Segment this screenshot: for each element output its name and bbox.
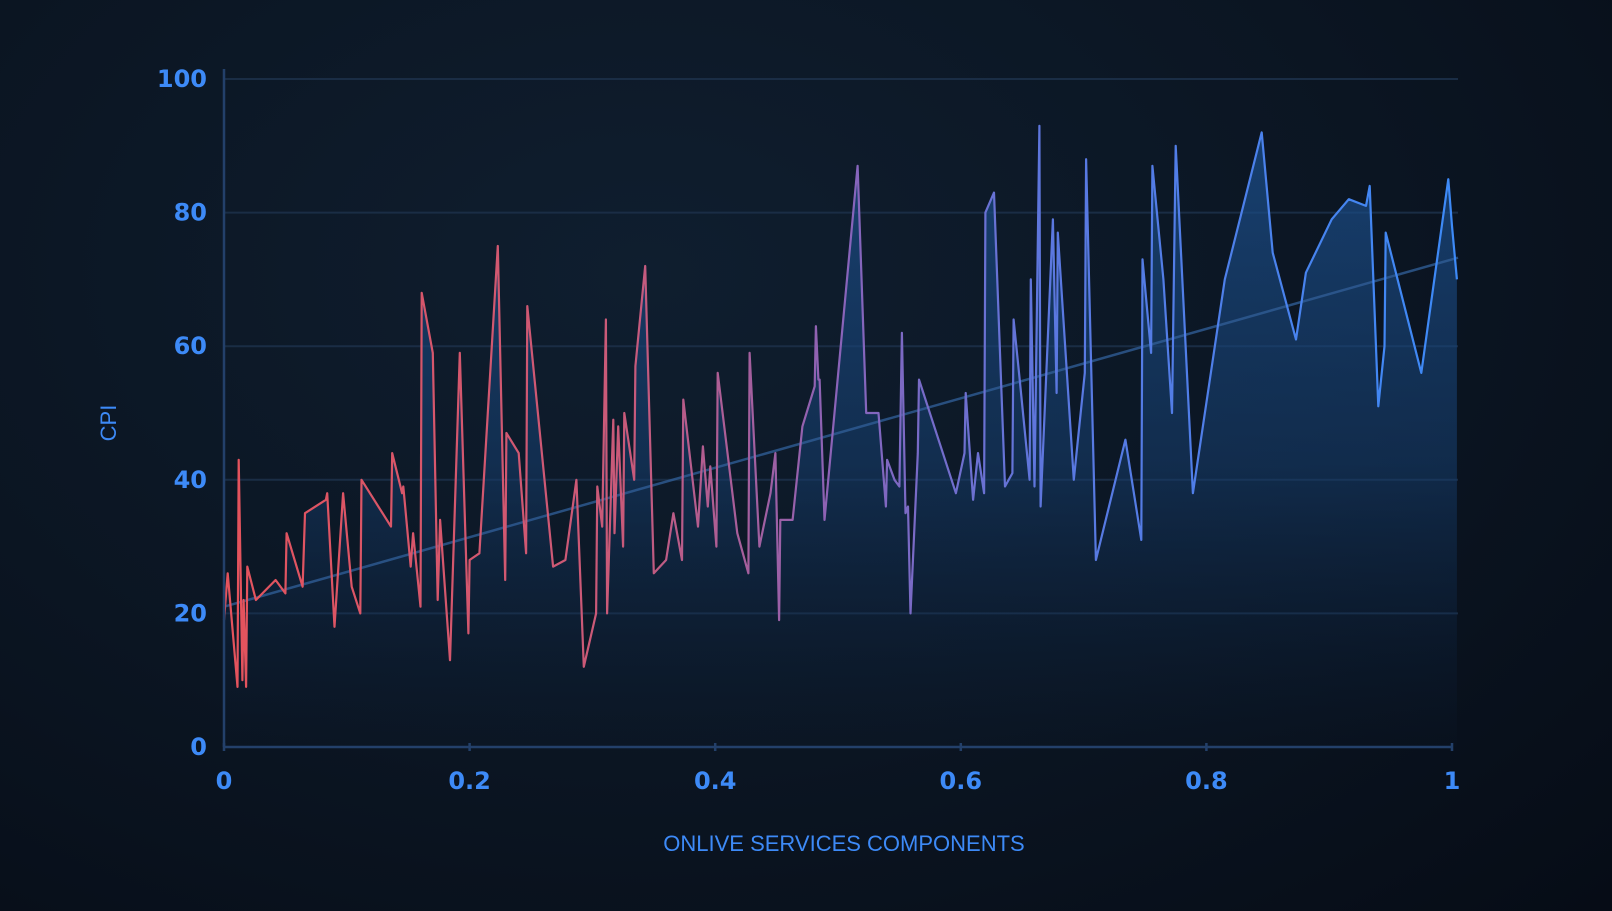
trend-line <box>223 256 1459 608</box>
x-tick-label-4: 0.8 <box>1185 767 1228 795</box>
x-tick-label-0: 0 <box>216 767 233 795</box>
area-fill <box>224 125 1457 748</box>
x-tick-label-2: 0.4 <box>694 767 737 795</box>
y-axis-title: CPI <box>96 405 121 442</box>
series-lines <box>222 124 1458 688</box>
y-tick-label-0: 0 <box>190 733 207 761</box>
y-tick-label-3: 60 <box>174 332 207 360</box>
axes <box>222 69 1454 751</box>
x-tick-label-1: 0.2 <box>448 767 491 795</box>
y-tick-label-4: 80 <box>174 199 207 227</box>
series-area <box>224 125 1457 748</box>
axis-labels: 0 0.2 0.4 0.6 0.8 1 0 20 40 60 80 100 ONLIVE SERVICE… <box>96 65 1460 856</box>
x-axis-title: ONLIVE SERVICES COMPONENTS <box>663 831 1024 856</box>
x-tick-label-3: 0.6 <box>940 767 983 795</box>
y-tick-label-2: 40 <box>174 466 207 494</box>
x-tick-label-5: 1 <box>1444 767 1461 795</box>
trend-lines <box>223 256 1459 608</box>
series-line <box>222 124 1458 688</box>
y-tick-label-5: 100 <box>157 65 207 93</box>
y-tick-label-1: 20 <box>174 599 207 627</box>
